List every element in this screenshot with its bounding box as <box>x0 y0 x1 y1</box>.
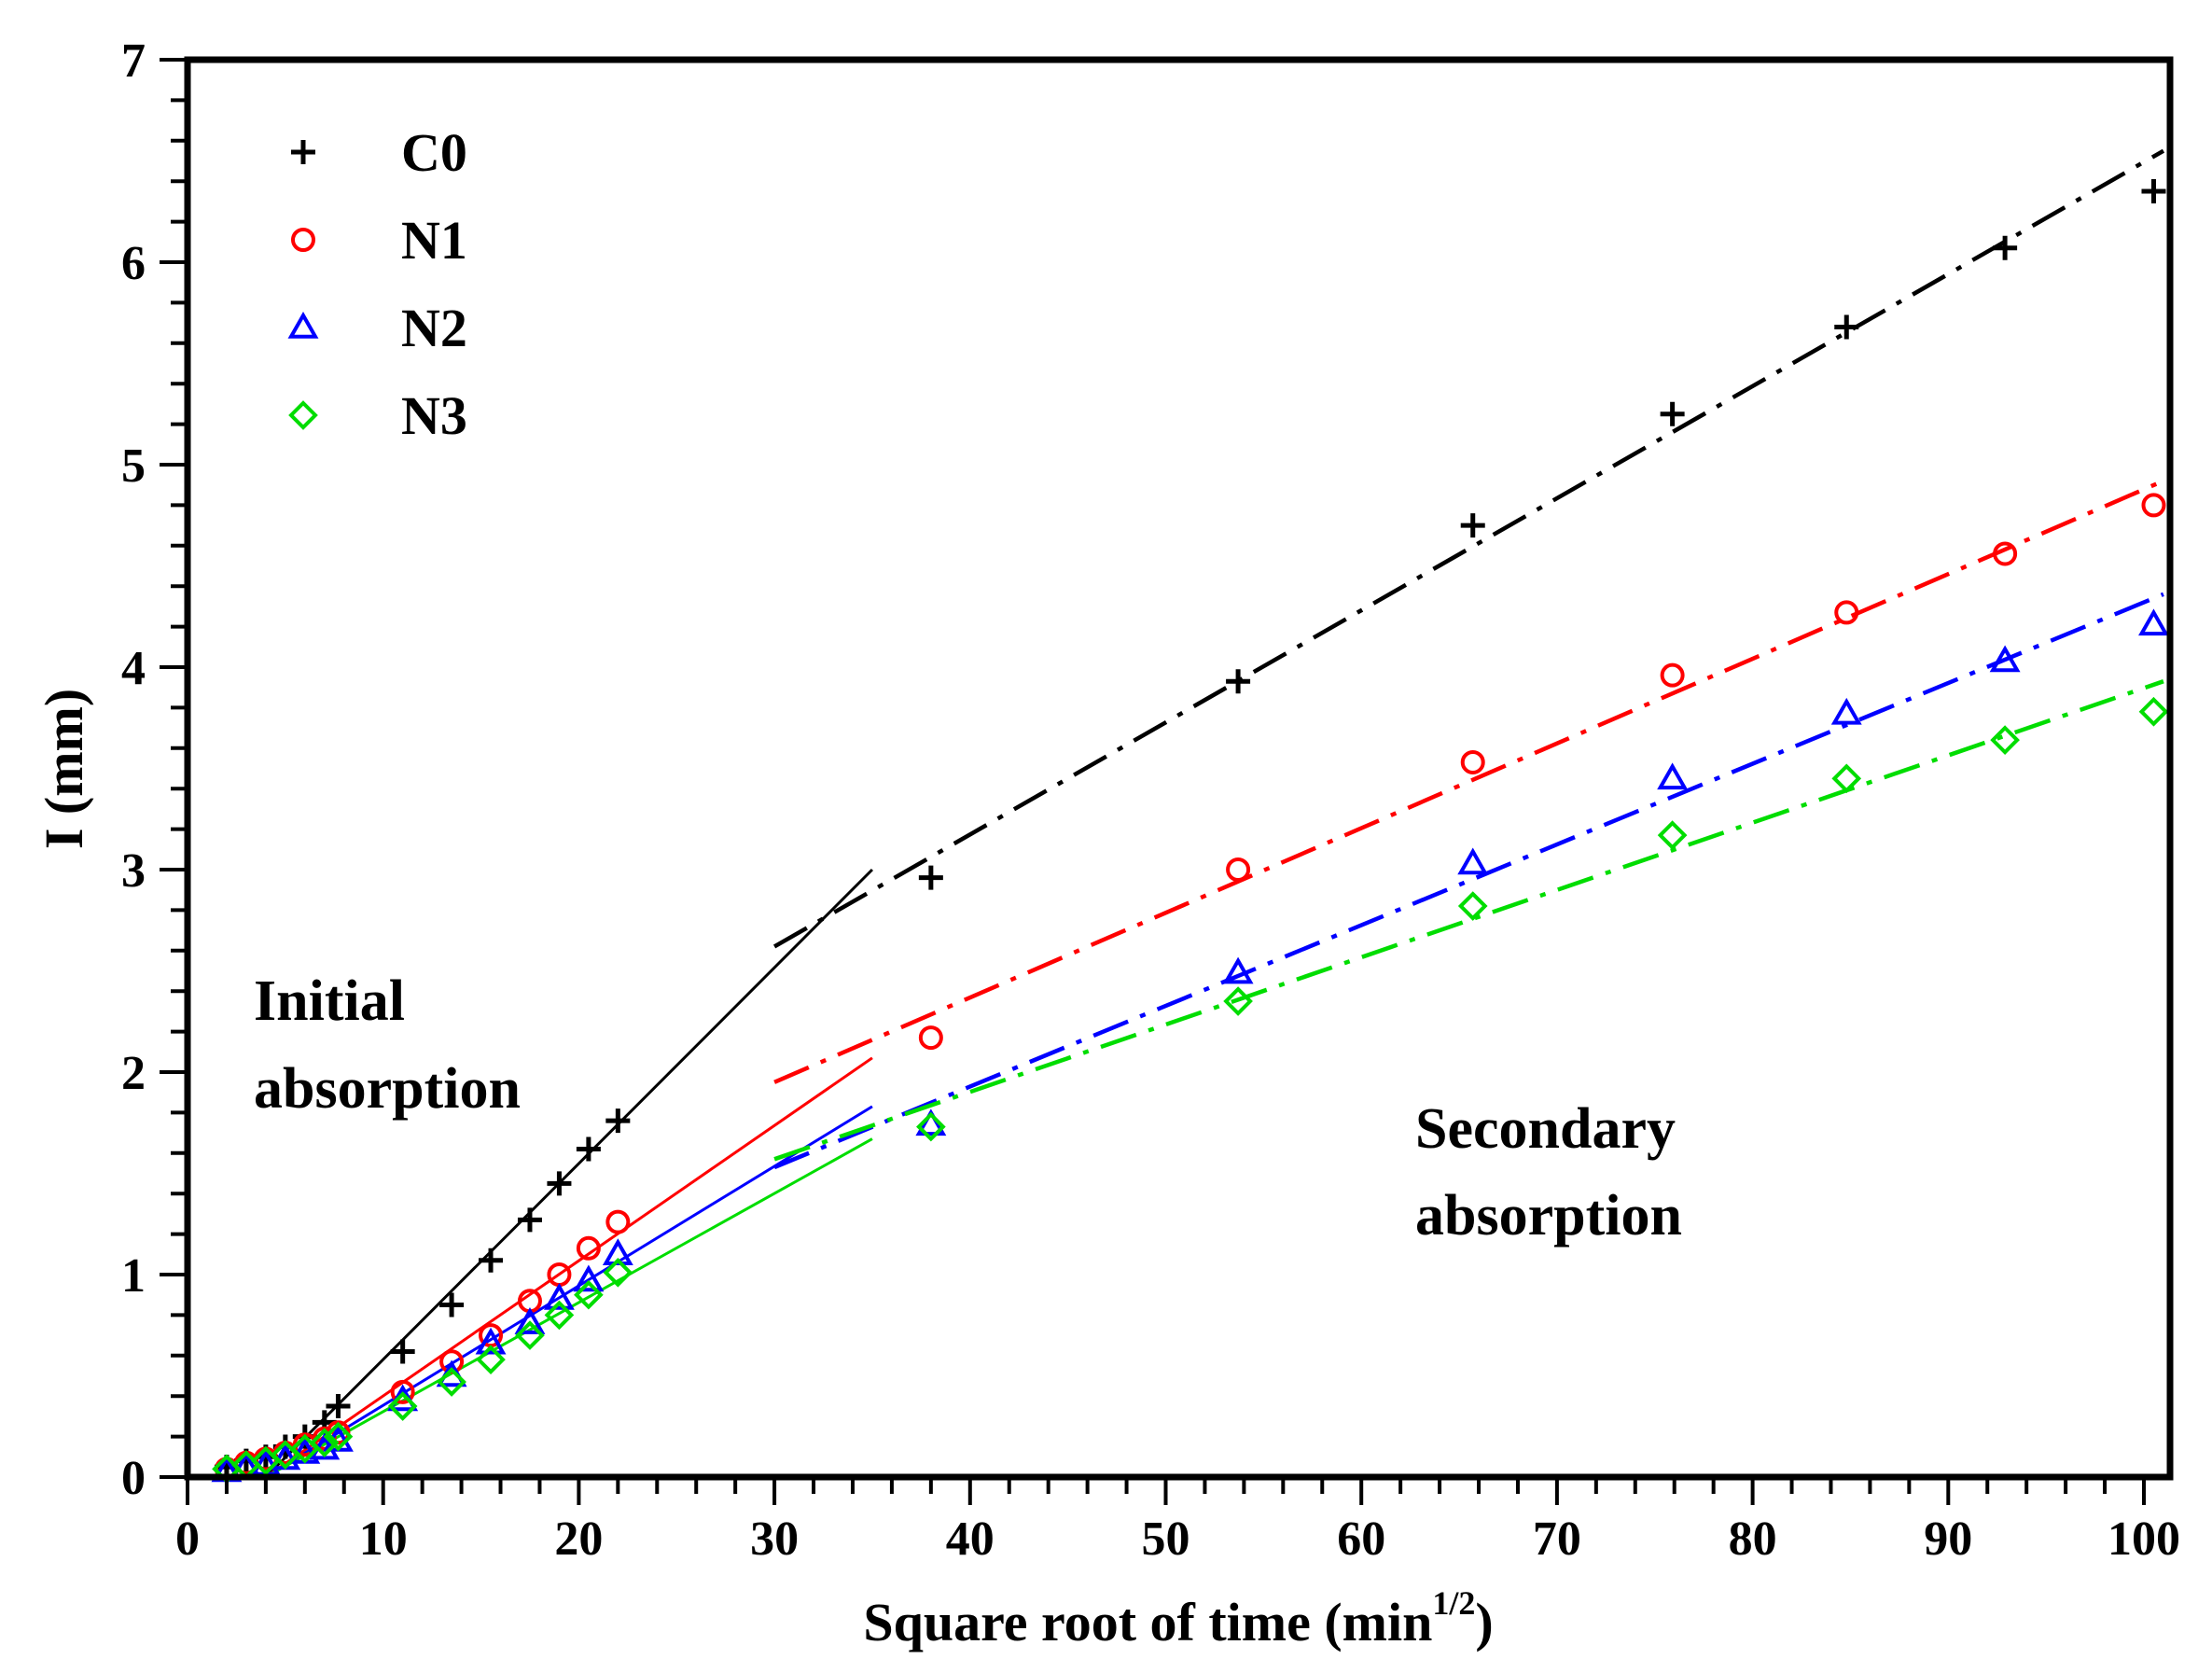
x-tick-label: 20 <box>554 1513 603 1566</box>
point-c0-17 <box>1660 401 1685 426</box>
point-n1-15 <box>1226 857 1251 882</box>
annotation-secondary-line1: Secondary <box>1415 1097 1676 1161</box>
point-n1-13 <box>605 1209 631 1234</box>
x-tick-label: 100 <box>2108 1513 2180 1566</box>
point-n2-11 <box>543 1283 575 1310</box>
y-tick-label: 4 <box>121 642 146 695</box>
point-n3-14 <box>916 1111 946 1142</box>
point-n3-13 <box>603 1258 633 1288</box>
legend-marker-n2 <box>287 311 319 339</box>
point-c0-10 <box>517 1207 542 1233</box>
legend-label-n1: N1 <box>401 210 467 271</box>
x-tick-label: 10 <box>359 1513 408 1566</box>
x-axis-label-sup: 1/2 <box>1432 1584 1475 1622</box>
plot-frame <box>184 56 2174 1481</box>
x-tick-label: 90 <box>1924 1513 1972 1566</box>
point-n2-18 <box>1830 697 1862 725</box>
point-n1-12 <box>576 1235 601 1261</box>
x-tick-label: 60 <box>1337 1513 1385 1566</box>
point-n3-6 <box>323 1421 354 1452</box>
point-c0-18 <box>1834 314 1859 340</box>
point-n1-14 <box>918 1025 943 1051</box>
annotation-initial-line2: absorption <box>254 1057 521 1121</box>
y-axis-label: I (mm) <box>34 689 94 849</box>
point-n2-13 <box>602 1238 633 1266</box>
point-c0-8 <box>439 1292 465 1317</box>
x-tick-label: 70 <box>1533 1513 1581 1566</box>
point-c0-16 <box>1460 513 1485 538</box>
secondary-fit-line-n1 <box>773 479 2164 1084</box>
annotation-initial-line1: Initial <box>254 969 405 1033</box>
secondary-fit-line-c0 <box>772 148 2165 949</box>
point-n2-9 <box>475 1327 507 1355</box>
y-tick-label: 5 <box>121 439 146 493</box>
annotation-secondary-line2: absorption <box>1415 1184 1682 1248</box>
legend-label-c0: C0 <box>401 122 467 183</box>
point-n3-10 <box>515 1320 545 1350</box>
x-axis-label: Square root of time (min1/2) <box>863 1584 1493 1652</box>
point-n3-9 <box>476 1345 506 1374</box>
y-tick-label: 0 <box>121 1452 146 1505</box>
legend-marker-n1 <box>291 228 315 252</box>
point-n3-19 <box>1990 725 2020 755</box>
y-tick-label: 1 <box>121 1249 146 1303</box>
initial-fit-line-n2 <box>265 1105 873 1479</box>
point-n3-17 <box>1657 820 1688 850</box>
data-points <box>211 179 2169 1485</box>
point-n3-11 <box>544 1300 575 1331</box>
point-n1-18 <box>1834 600 1859 625</box>
point-c0-19 <box>1993 235 2018 260</box>
point-n3-16 <box>1457 891 1488 921</box>
point-n1-7 <box>390 1379 415 1404</box>
point-c0-12 <box>576 1136 601 1162</box>
legend: C0 N1 N2 N3 <box>287 122 467 446</box>
legend-label-n3: N3 <box>401 385 467 446</box>
legend-marker-c0 <box>291 140 315 164</box>
point-n3-7 <box>387 1391 418 1421</box>
point-n1-17 <box>1660 662 1685 688</box>
point-c0-13 <box>605 1108 631 1134</box>
point-n2-12 <box>573 1264 605 1292</box>
point-c0-20 <box>2141 179 2166 204</box>
x-tick-label: 80 <box>1729 1513 1777 1566</box>
x-tick-label: 50 <box>1142 1513 1190 1566</box>
axes: 0 10 20 30 40 50 60 70 80 90 100 0 1 2 3 4 5 6 7 <box>121 35 2180 1566</box>
point-n3-18 <box>1831 763 1862 794</box>
point-c0-7 <box>390 1339 415 1364</box>
point-n1-19 <box>1993 541 2018 566</box>
point-c0-11 <box>547 1171 572 1196</box>
point-n2-16 <box>1457 847 1489 875</box>
point-n3-20 <box>2138 696 2169 727</box>
y-tick-label: 3 <box>121 844 146 898</box>
point-c0-15 <box>1226 669 1251 694</box>
y-tick-label: 2 <box>121 1047 146 1100</box>
point-n1-16 <box>1460 749 1485 774</box>
initial-fit-line-c0 <box>264 868 874 1479</box>
legend-label-n2: N2 <box>401 298 467 358</box>
secondary-fit-line-n2 <box>773 592 2164 1170</box>
x-axis-label-main: Square root of time (min <box>863 1592 1432 1652</box>
point-n1-20 <box>2141 493 2166 518</box>
x-tick-label: 0 <box>175 1513 200 1566</box>
y-tick-label: 6 <box>121 237 146 290</box>
x-axis-label-close: ) <box>1475 1592 1493 1652</box>
point-n2-17 <box>1657 762 1689 790</box>
secondary-fit-line-n3 <box>773 679 2164 1162</box>
point-n3-8 <box>437 1367 466 1397</box>
point-c0-14 <box>918 865 943 890</box>
point-n3-12 <box>574 1279 604 1310</box>
point-n3-5 <box>309 1428 340 1457</box>
x-tick-label: 30 <box>750 1513 799 1566</box>
point-n2-19 <box>1989 645 2021 673</box>
x-tick-label: 40 <box>946 1513 995 1566</box>
point-n2-15 <box>1222 956 1254 984</box>
point-n3-15 <box>1223 986 1253 1016</box>
point-n2-20 <box>2138 608 2169 636</box>
point-n2-10 <box>514 1307 546 1334</box>
point-c0-9 <box>479 1248 504 1273</box>
point-c0-6 <box>326 1394 351 1419</box>
legend-marker-n3 <box>288 400 318 430</box>
y-tick-label: 7 <box>121 35 146 88</box>
